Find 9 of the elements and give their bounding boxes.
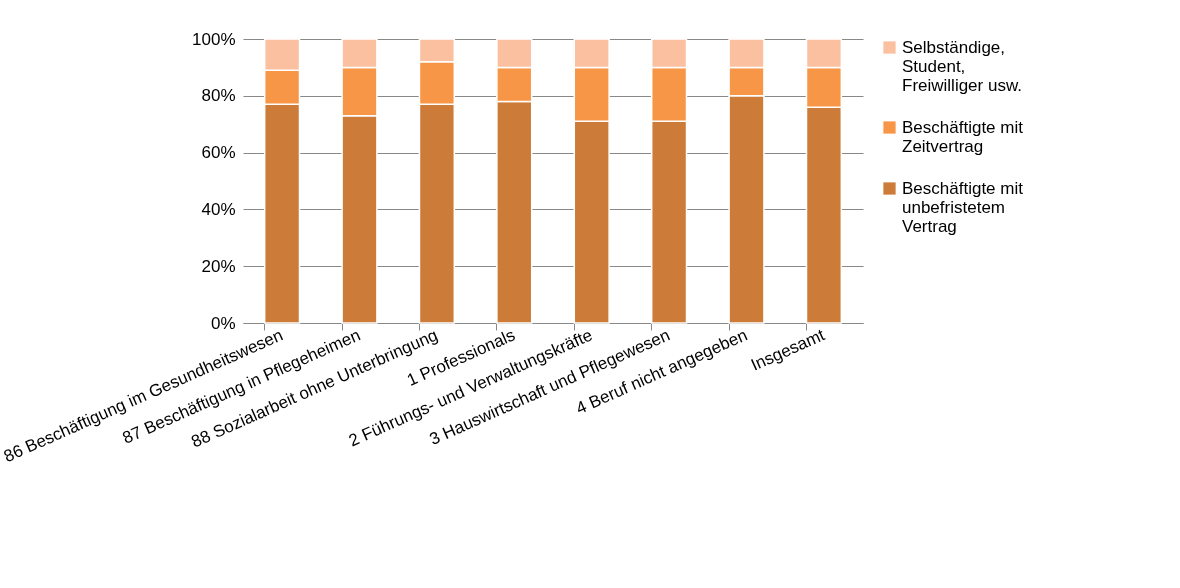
legend-label: Beschäftigte mit unbefristetem Vertrag <box>902 178 1024 236</box>
y-tick-label: 80% <box>201 86 236 106</box>
y-tick-label: 40% <box>201 199 236 219</box>
legend-label: Selbständige, Student, Freiwilliger usw. <box>902 37 1022 95</box>
y-tick-label: 0% <box>210 313 236 333</box>
y-tick-label: 60% <box>201 143 236 163</box>
y-tick-label: 20% <box>201 256 236 276</box>
legend-label: Beschäftigte mit Zeitvertrag <box>902 117 1024 156</box>
y-tick-label: 100% <box>192 29 236 49</box>
